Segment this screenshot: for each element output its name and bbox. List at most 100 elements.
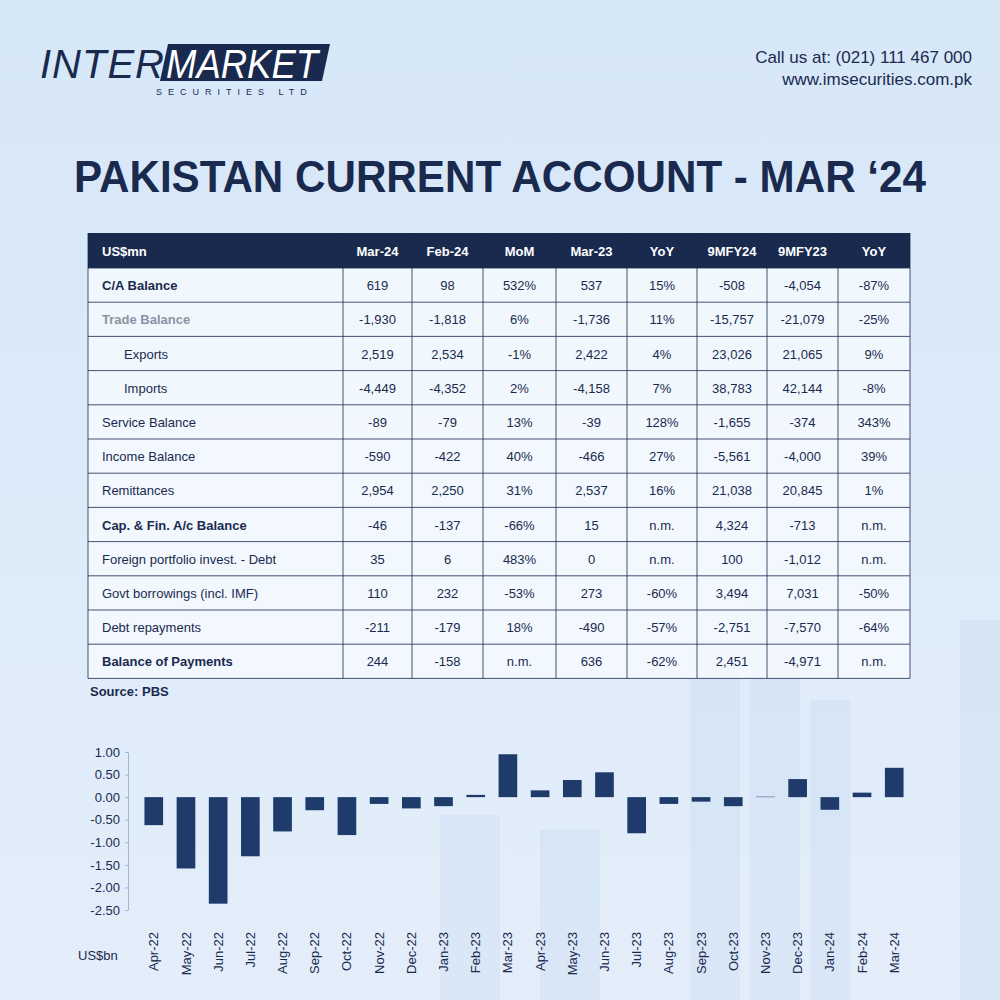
table-cell: 11%	[649, 312, 674, 327]
bar	[853, 793, 872, 798]
table-row-label: C/A Balance	[102, 278, 177, 293]
y-tick: -1.00	[90, 835, 128, 850]
table-cell: -4,000	[784, 449, 821, 464]
decor-bar	[960, 620, 1000, 1000]
bar	[756, 796, 775, 797]
x-tick: May-23	[565, 930, 580, 975]
table-rule	[627, 233, 628, 678]
table-rule	[556, 233, 557, 678]
table-row-label: Govt borrowings (incl. IMF)	[102, 586, 258, 601]
table-cell: 483%	[503, 552, 537, 567]
x-tick-label: Jun-23	[597, 932, 612, 972]
x-tick-label: Nov-22	[372, 932, 387, 974]
table-cell: 16%	[649, 483, 675, 498]
table-cell: 100	[721, 552, 743, 567]
table-row-label: Cap. & Fin. A/c Balance	[102, 518, 247, 533]
table-cell: -50%	[859, 586, 890, 601]
bar	[144, 797, 163, 825]
table-rule	[88, 473, 910, 474]
x-axis: Apr-22May-22Jun-22Jul-22Aug-22Sep-22Oct-…	[146, 930, 901, 975]
x-tick-label: Oct-22	[339, 932, 354, 971]
y-tick-label: -2.00	[90, 880, 120, 895]
logo-text: INTER	[40, 42, 165, 86]
table-row-label: Balance of Payments	[102, 654, 233, 669]
x-tick-label: Apr-22	[146, 932, 161, 971]
table-rule	[483, 233, 484, 678]
table-cell: 2,537	[575, 483, 608, 498]
x-tick-label: May-22	[179, 932, 194, 975]
bar	[724, 797, 743, 806]
table-cell: 0	[588, 552, 595, 567]
y-tick: -2.00	[90, 880, 128, 895]
header: INTERMARKETSECURITIES LTDCall us at: (02…	[40, 42, 972, 97]
table-cell: 27%	[649, 449, 675, 464]
y-axis: 1.000.500.00-0.50-1.00-1.50-2.00-2.50	[90, 745, 128, 918]
table-rule	[697, 233, 698, 678]
table-cell: 2,422	[575, 347, 608, 362]
table: US$mnMar-24Feb-24MoMMar-23YoY9MFY249MFY2…	[88, 233, 910, 678]
table-cell: -62%	[647, 654, 678, 669]
x-tick: Feb-23	[468, 930, 483, 973]
table-cell: -87%	[859, 278, 890, 293]
y-axis-line	[128, 753, 129, 911]
logo-subtitle: SECURITIES LTD	[156, 87, 313, 97]
table-cell: 23,026	[712, 347, 752, 362]
bar	[531, 790, 550, 797]
table-rule	[88, 575, 910, 576]
table-cell: -46	[368, 518, 387, 533]
decor-bar	[690, 640, 740, 1000]
table-cell: 273	[581, 586, 603, 601]
table-cell: 21,065	[783, 347, 823, 362]
table-rule	[88, 404, 910, 405]
table-cell: n.m.	[649, 552, 674, 567]
x-tick-label: Mar-23	[500, 932, 515, 973]
y-tick: 1.00	[95, 745, 128, 760]
table-cell: -39	[582, 415, 601, 430]
x-tick-label: Sep-23	[694, 932, 709, 974]
table-cell: 4,324	[716, 518, 749, 533]
y-tick-label: 1.00	[95, 745, 120, 760]
table-cell: 244	[367, 654, 389, 669]
table-cell: -89	[368, 415, 387, 430]
table-cell: -64%	[859, 620, 890, 635]
bar	[370, 797, 389, 804]
table-cell: -4,971	[784, 654, 821, 669]
table-cell: 42,144	[783, 381, 823, 396]
x-tick: Aug-22	[275, 930, 290, 974]
table-row-label: Debt repayments	[102, 620, 201, 635]
x-tick: Dec-22	[404, 930, 419, 974]
table-cell: 6	[444, 552, 451, 567]
bar	[402, 797, 421, 808]
table-cell: -466	[578, 449, 604, 464]
y-tick: -0.50	[90, 812, 128, 827]
table-cell: 2,250	[431, 483, 464, 498]
x-tick: Nov-22	[372, 930, 387, 974]
table-cell: 2,451	[716, 654, 749, 669]
x-tick-label: Jul-23	[629, 932, 644, 967]
bar	[209, 797, 228, 904]
bar	[627, 797, 646, 833]
x-tick: Jul-23	[629, 930, 644, 967]
y-tick-label: -1.50	[90, 858, 120, 873]
table-cell: 35	[370, 552, 384, 567]
background	[0, 0, 1000, 1000]
table-cell: -53%	[504, 586, 535, 601]
x-tick: Mar-24	[887, 930, 902, 973]
table-cell: 7%	[653, 381, 672, 396]
table-cell: -7,570	[784, 620, 821, 635]
y-tick: 0.00	[95, 790, 128, 805]
table-rule	[88, 678, 910, 679]
table-cell: 532%	[503, 278, 537, 293]
table-cell: -158	[434, 654, 460, 669]
table-header-cell: 9MFY24	[707, 244, 757, 259]
table-cell: -57%	[647, 620, 678, 635]
table-cell: 537	[581, 278, 603, 293]
table-cell: 98	[440, 278, 454, 293]
y-tick-mark	[125, 820, 128, 821]
x-tick: Mar-23	[500, 930, 515, 973]
x-tick: Apr-23	[533, 930, 548, 971]
bar	[788, 779, 807, 797]
x-tick-label: Sep-22	[307, 932, 322, 974]
table-cell: -4,158	[573, 381, 610, 396]
bar	[305, 797, 324, 810]
